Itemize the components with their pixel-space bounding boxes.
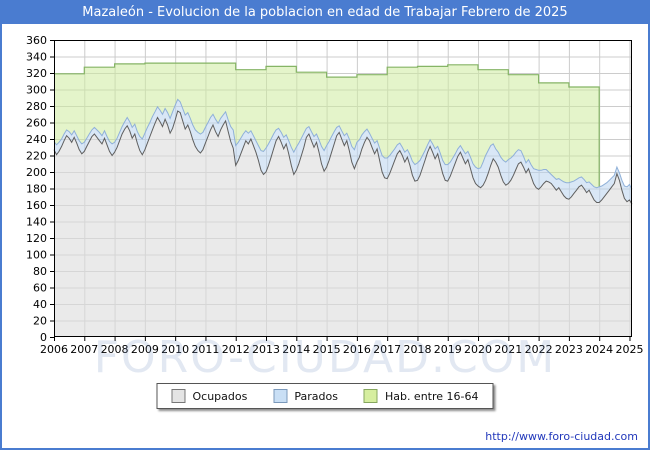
svg-text:280: 280 bbox=[26, 100, 47, 113]
svg-text:2007: 2007 bbox=[70, 343, 98, 356]
svg-text:2016: 2016 bbox=[343, 343, 371, 356]
chart-title: Mazaleón - Evolucion de la poblacion en … bbox=[82, 5, 568, 20]
legend-label: Ocupados bbox=[192, 389, 248, 403]
chart-title-bar: Mazaleón - Evolucion de la poblacion en … bbox=[2, 2, 648, 24]
plot-border bbox=[54, 40, 632, 337]
svg-text:2013: 2013 bbox=[252, 343, 280, 356]
legend-item-parados: Parados bbox=[273, 389, 338, 403]
svg-text:360: 360 bbox=[26, 34, 47, 47]
svg-text:260: 260 bbox=[26, 117, 47, 130]
svg-text:2008: 2008 bbox=[101, 343, 129, 356]
svg-text:2019: 2019 bbox=[434, 343, 462, 356]
svg-text:0: 0 bbox=[40, 331, 47, 344]
svg-text:100: 100 bbox=[26, 249, 47, 262]
svg-text:60: 60 bbox=[33, 282, 47, 295]
ocupados-line bbox=[53, 110, 633, 205]
svg-text:2012: 2012 bbox=[222, 343, 250, 356]
svg-text:2009: 2009 bbox=[131, 343, 159, 356]
foro-ciudad-url-link[interactable]: http://www.foro-ciudad.com bbox=[485, 430, 638, 443]
svg-text:2006: 2006 bbox=[40, 343, 68, 356]
svg-text:20: 20 bbox=[33, 315, 47, 328]
foro-ciudad-watermark: FORO-CIUDAD.COM bbox=[93, 332, 557, 383]
svg-text:120: 120 bbox=[26, 232, 47, 245]
ocupados-area bbox=[54, 111, 632, 337]
svg-text:160: 160 bbox=[26, 199, 47, 212]
legend-swatch-icon bbox=[363, 389, 378, 403]
svg-text:320: 320 bbox=[26, 67, 47, 80]
population-evolution-chart: 0 20 40 60 80 100 120 140 160 180 200 220 240 260 280 3… bbox=[26, 34, 643, 356]
svg-text:2020: 2020 bbox=[464, 343, 492, 356]
svg-text:2011: 2011 bbox=[191, 343, 219, 356]
svg-text:2010: 2010 bbox=[161, 343, 189, 356]
svg-text:220: 220 bbox=[26, 150, 47, 163]
chart-legend: Ocupados Parados Hab. entre 16-64 bbox=[156, 383, 494, 409]
legend-swatch-icon bbox=[273, 389, 288, 403]
svg-text:2025: 2025 bbox=[615, 343, 643, 356]
svg-text:2014: 2014 bbox=[282, 343, 310, 356]
svg-text:2024: 2024 bbox=[585, 343, 613, 356]
svg-text:200: 200 bbox=[26, 166, 47, 179]
svg-text:180: 180 bbox=[26, 183, 47, 196]
svg-text:2017: 2017 bbox=[373, 343, 401, 356]
parados-line bbox=[53, 98, 633, 190]
svg-text:80: 80 bbox=[33, 265, 47, 278]
svg-text:300: 300 bbox=[26, 84, 47, 97]
x-axis-labels: 2006 2007 2008 2009 2010 2011 2012 2013 2014 2015… bbox=[40, 337, 643, 356]
legend-item-hab-entre-16-64: Hab. entre 16-64 bbox=[363, 389, 479, 403]
legend-item-ocupados: Ocupados bbox=[171, 389, 247, 403]
svg-text:2015: 2015 bbox=[313, 343, 341, 356]
y-axis-labels: 0 20 40 60 80 100 120 140 160 180 200 220 240 260 280 3… bbox=[26, 34, 54, 344]
hab-16-64-line bbox=[54, 62, 600, 187]
svg-text:2022: 2022 bbox=[525, 343, 553, 356]
legend-swatch-icon bbox=[171, 389, 186, 403]
svg-text:2023: 2023 bbox=[555, 343, 583, 356]
svg-text:40: 40 bbox=[33, 298, 47, 311]
svg-text:240: 240 bbox=[26, 133, 47, 146]
svg-text:340: 340 bbox=[26, 51, 47, 64]
legend-label: Hab. entre 16-64 bbox=[384, 389, 479, 403]
hab-16-64-area bbox=[54, 63, 600, 188]
svg-text:2021: 2021 bbox=[494, 343, 522, 356]
svg-text:2018: 2018 bbox=[403, 343, 431, 356]
svg-text:140: 140 bbox=[26, 216, 47, 229]
legend-label: Parados bbox=[294, 389, 338, 403]
